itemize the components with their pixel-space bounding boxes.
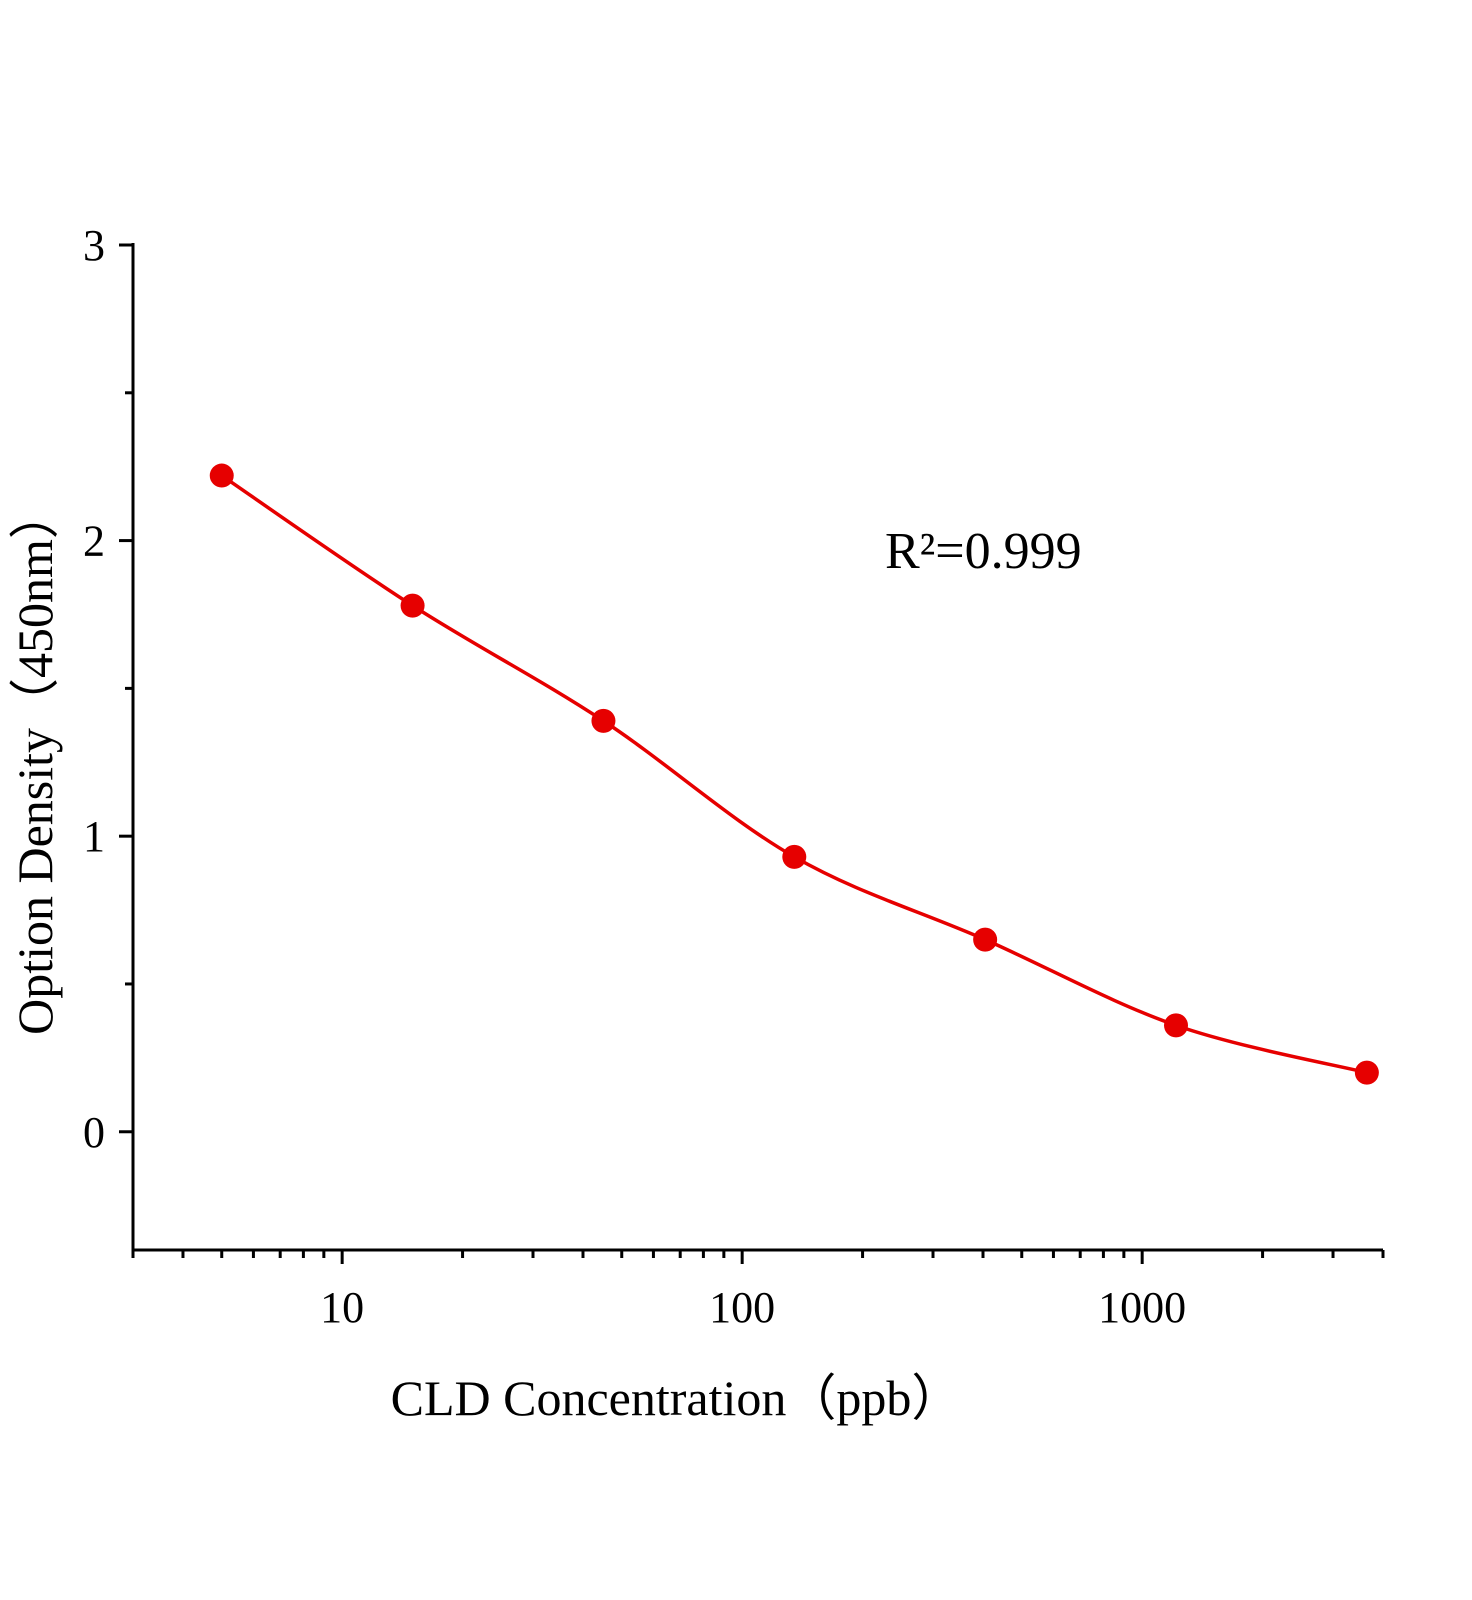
series-line [220, 474, 1368, 1075]
y-tick-label: 2 [83, 517, 105, 566]
data-point [1164, 1013, 1189, 1038]
data-point [400, 593, 425, 618]
data-point [209, 463, 234, 488]
y-axis-label: Option Density（450nm） [7, 489, 63, 1035]
y-tick-label: 3 [83, 221, 105, 270]
annotation: R²=0.999 [885, 523, 1082, 580]
data-point [591, 708, 616, 733]
y-tick-label: 0 [83, 1108, 105, 1157]
data-point [1354, 1060, 1379, 1085]
data-point [973, 927, 998, 952]
x-tick-label: 10 [320, 1283, 364, 1332]
data-point [782, 844, 807, 869]
y-tick-label: 1 [83, 812, 105, 861]
x-tick-label: 100 [709, 1283, 775, 1332]
x-axis-label: CLD Concentration（ppb） [391, 1370, 962, 1426]
x-tick-label: 1000 [1098, 1283, 1186, 1332]
